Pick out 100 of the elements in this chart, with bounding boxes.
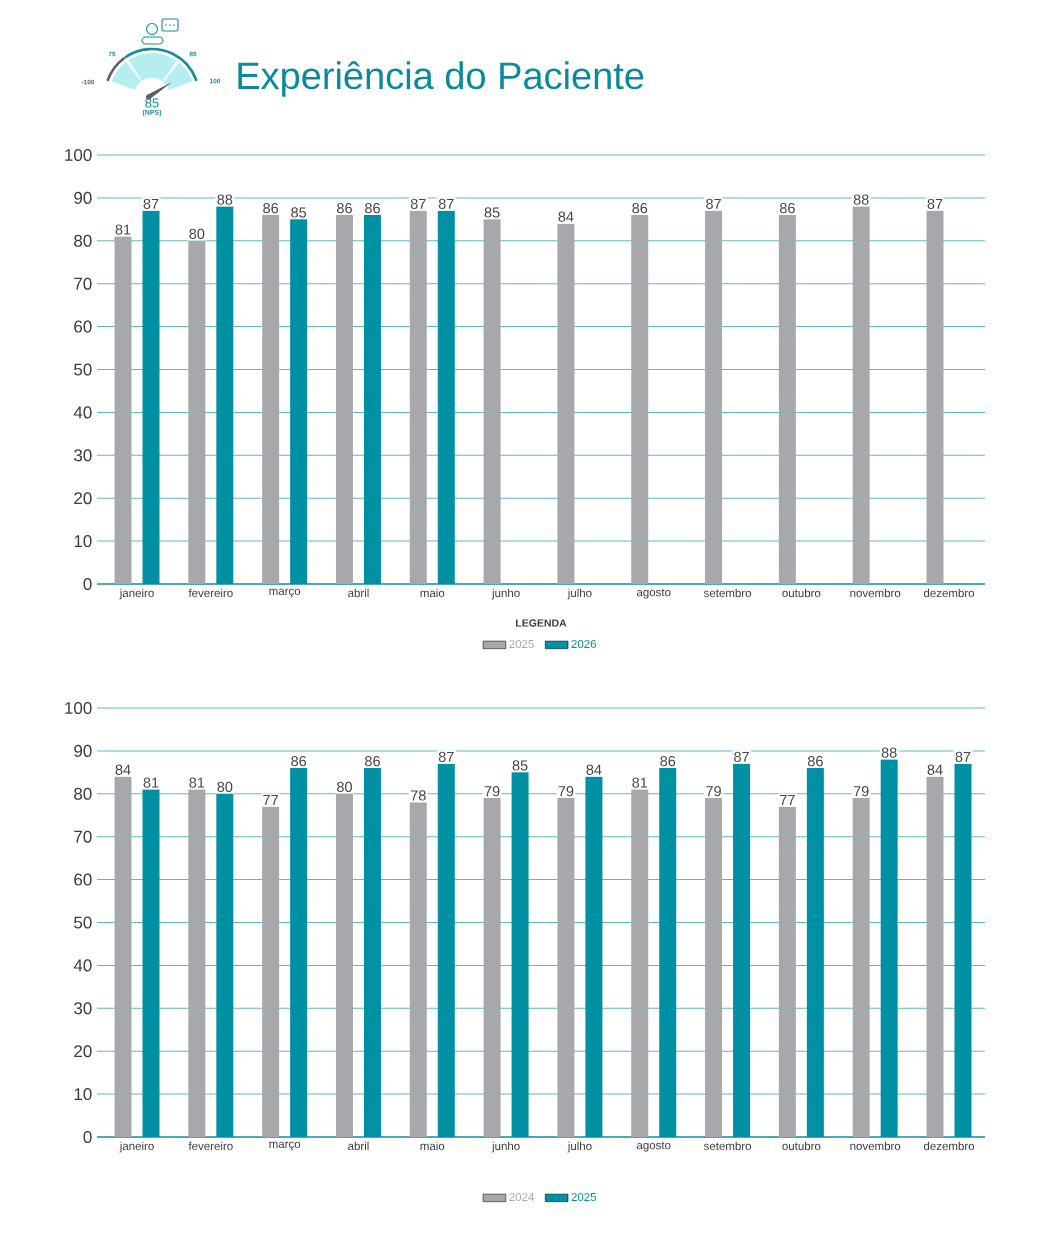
y-tick-label: 40	[73, 959, 92, 972]
bar	[954, 763, 972, 1137]
bar	[142, 789, 160, 1137]
data-label: 81	[115, 224, 131, 235]
bar	[705, 798, 723, 1137]
legend-label: 2024	[509, 1192, 534, 1202]
data-label: 87	[927, 198, 943, 210]
data-label: 87	[410, 198, 426, 210]
y-tick-label: 70	[74, 277, 92, 290]
x-tick-label: fevereiro	[188, 1141, 233, 1151]
bar	[585, 776, 603, 1137]
data-label: 86	[365, 203, 380, 214]
legend-label: 2026	[571, 639, 597, 649]
bar	[216, 793, 234, 1137]
bar	[631, 789, 649, 1137]
x-tick-label: dezembro	[923, 588, 975, 598]
bar	[335, 215, 353, 584]
x-tick-label: agosto	[636, 588, 671, 599]
x-tick-label: abril	[348, 1141, 369, 1151]
data-label: 87	[438, 198, 454, 210]
bar	[409, 802, 427, 1137]
y-tick-label: 20	[74, 492, 92, 505]
bar	[852, 206, 870, 584]
bar	[733, 763, 751, 1137]
bar	[511, 772, 529, 1137]
y-tick-label: 20	[74, 1045, 92, 1058]
x-tick-label: março	[269, 1141, 301, 1151]
data-label: 86	[263, 203, 279, 214]
y-tick-label: 30	[74, 449, 92, 462]
bar	[216, 206, 234, 584]
bar	[363, 215, 381, 584]
data-label: 84	[558, 211, 574, 222]
data-label: 81	[632, 777, 648, 788]
x-tick-label: julho	[567, 588, 592, 600]
x-tick-label: maio	[420, 588, 445, 598]
bar	[926, 210, 944, 584]
x-tick-label: junho	[491, 588, 520, 600]
y-tick-label: 90	[74, 191, 92, 204]
bar	[557, 223, 575, 584]
data-label: 87	[143, 198, 159, 210]
x-tick-label: setembro	[703, 588, 752, 598]
data-label: 86	[660, 756, 676, 767]
bar	[778, 806, 796, 1137]
x-tick-label: abril	[348, 588, 369, 598]
bar	[188, 240, 206, 584]
bar	[880, 759, 898, 1137]
x-tick-label: setembro	[703, 1141, 752, 1151]
bar	[437, 763, 455, 1137]
data-label: 86	[291, 756, 307, 767]
x-tick-label: janeiro	[119, 588, 154, 600]
y-tick-label: 60	[74, 320, 92, 333]
data-label: 86	[779, 203, 795, 214]
bar	[806, 768, 824, 1137]
x-tick-label: outubro	[782, 1141, 821, 1151]
legend-label: 2025	[509, 639, 534, 649]
x-tick-label: julho	[567, 1141, 592, 1153]
x-tick-label: junho	[491, 1141, 520, 1153]
legend-title: LEGENDA	[516, 619, 567, 627]
data-label: 87	[734, 751, 749, 763]
data-label: 86	[807, 756, 823, 767]
x-tick-label: outubro	[782, 588, 821, 598]
y-tick-label: 0	[83, 577, 92, 591]
bar	[114, 776, 132, 1137]
bar	[262, 806, 280, 1137]
bar	[852, 798, 870, 1137]
x-tick-label: dezembro	[923, 1141, 975, 1151]
x-tick-label: agosto	[636, 1141, 671, 1152]
y-tick-label: 50	[74, 363, 92, 376]
bar	[188, 789, 206, 1137]
data-label: 84	[927, 764, 943, 775]
x-tick-label: maio	[420, 1141, 445, 1151]
bar	[659, 768, 677, 1137]
bar	[290, 219, 308, 584]
y-tick-label: 60	[74, 873, 92, 886]
data-label: 87	[955, 751, 971, 763]
bar	[483, 798, 501, 1137]
data-label: 84	[115, 764, 131, 775]
bar	[262, 215, 280, 584]
data-label: 87	[438, 751, 454, 763]
bar	[926, 776, 944, 1137]
chart-title: Experiência do Paciente	[238, 61, 644, 97]
y-tick-label: 70	[74, 830, 92, 843]
data-label: 77	[780, 794, 795, 805]
data-label: 86	[632, 203, 648, 214]
bar	[778, 215, 796, 584]
bar	[142, 210, 160, 584]
bar	[705, 210, 723, 584]
y-tick-label: 50	[74, 916, 92, 929]
y-tick-label: 100	[65, 701, 92, 715]
data-label: 80	[189, 228, 205, 240]
data-label: 85	[484, 207, 500, 218]
bar	[631, 215, 649, 584]
y-tick-label: 30	[74, 1002, 92, 1015]
y-tick-label: 90	[74, 744, 92, 757]
data-label: 81	[189, 777, 205, 788]
data-label: 79	[853, 786, 869, 797]
x-tick-label: novembro	[850, 588, 901, 598]
bar	[437, 210, 455, 584]
data-label: 79	[558, 786, 574, 797]
data-label: 84	[586, 764, 602, 775]
